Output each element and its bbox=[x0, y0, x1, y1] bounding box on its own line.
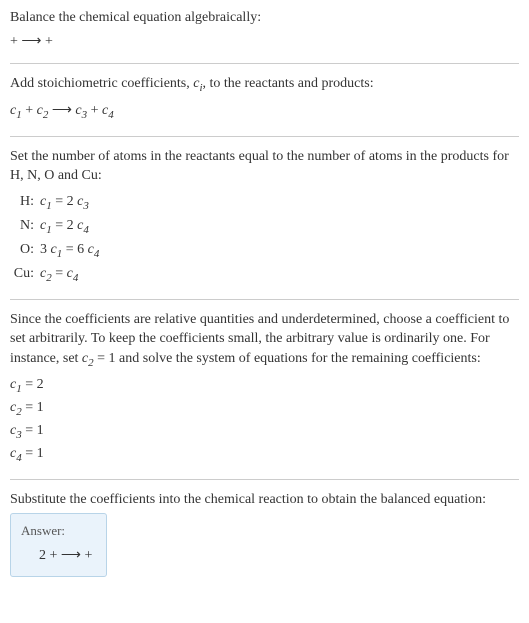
divider bbox=[10, 299, 519, 300]
header-equation: + ⟶ + bbox=[10, 32, 519, 52]
atom-equation: c2 = c4 bbox=[40, 264, 78, 286]
coeff-sub: 4 bbox=[83, 224, 89, 236]
coeff-line: c2 = 1 bbox=[10, 398, 519, 420]
eq-text: = bbox=[52, 266, 67, 281]
plus-text: + bbox=[25, 103, 36, 118]
coeff-sub: 3 bbox=[83, 200, 89, 212]
plus-text: + bbox=[91, 103, 102, 118]
atom-equation: c1 = 2 c4 bbox=[40, 216, 89, 238]
choose-text-mid: = 1 and solve the system of equations fo… bbox=[94, 351, 481, 366]
coeff-list: c1 = 2 c2 = 1 c3 = 1 c4 = 1 bbox=[10, 375, 519, 467]
coeff-val: = 2 bbox=[22, 377, 44, 392]
atom-label: O: bbox=[12, 240, 40, 260]
coeff-val: = 1 bbox=[22, 446, 44, 461]
divider bbox=[10, 479, 519, 480]
coeff-line: c3 = 1 bbox=[10, 421, 519, 443]
header-title: Balance the chemical equation algebraica… bbox=[10, 8, 519, 28]
eq-text: = 2 bbox=[52, 194, 77, 209]
atoms-section: Set the number of atoms in the reactants… bbox=[10, 147, 519, 287]
answer-box: Answer: 2 + ⟶ + bbox=[10, 513, 107, 577]
table-row: Cu: c2 = c4 bbox=[12, 264, 519, 286]
divider bbox=[10, 63, 519, 64]
atoms-table: H: c1 = 2 c3 N: c1 = 2 c4 O: 3 c1 = 6 c4… bbox=[12, 192, 519, 287]
stoich-equation: c1 + c2 ⟶ c3 + c4 bbox=[10, 100, 519, 123]
atom-label: Cu: bbox=[12, 264, 40, 284]
choose-text: Since the coefficients are relative quan… bbox=[10, 310, 519, 371]
divider bbox=[10, 136, 519, 137]
eq-text: = 6 bbox=[62, 242, 87, 257]
answer-label: Answer: bbox=[21, 522, 92, 540]
coeff-sub: 3 bbox=[82, 109, 88, 121]
substitute-text: Substitute the coefficients into the che… bbox=[10, 490, 519, 510]
stoich-text-before: Add stoichiometric coefficients, bbox=[10, 76, 193, 91]
choose-section: Since the coefficients are relative quan… bbox=[10, 310, 519, 467]
table-row: O: 3 c1 = 6 c4 bbox=[12, 240, 519, 262]
coeff-sub: 4 bbox=[94, 248, 100, 260]
coeff-sub: 2 bbox=[43, 109, 49, 121]
eq-text: = 2 bbox=[52, 218, 77, 233]
atom-equation: c1 = 2 c3 bbox=[40, 192, 89, 214]
coeff-line: c4 = 1 bbox=[10, 444, 519, 466]
pre-text: 3 bbox=[40, 242, 51, 257]
atom-label: N: bbox=[12, 216, 40, 236]
table-row: N: c1 = 2 c4 bbox=[12, 216, 519, 238]
stoich-text: Add stoichiometric coefficients, ci, to … bbox=[10, 74, 519, 96]
coeff-val: = 1 bbox=[22, 423, 44, 438]
table-row: H: c1 = 2 c3 bbox=[12, 192, 519, 214]
atoms-intro: Set the number of atoms in the reactants… bbox=[10, 147, 519, 186]
atom-equation: 3 c1 = 6 c4 bbox=[40, 240, 99, 262]
stoich-section: Add stoichiometric coefficients, ci, to … bbox=[10, 74, 519, 123]
substitute-section: Substitute the coefficients into the che… bbox=[10, 490, 519, 577]
arrow-icon: ⟶ bbox=[52, 100, 72, 120]
answer-equation: 2 + ⟶ + bbox=[21, 546, 92, 566]
stoich-text-after: , to the reactants and products: bbox=[203, 76, 374, 91]
coeff-line: c1 = 2 bbox=[10, 375, 519, 397]
coeff-val: = 1 bbox=[22, 400, 44, 415]
coeff-sub: 1 bbox=[16, 109, 22, 121]
coeff-sub: 4 bbox=[73, 272, 79, 284]
header-section: Balance the chemical equation algebraica… bbox=[10, 8, 519, 51]
atom-label: H: bbox=[12, 192, 40, 212]
coeff-sub: 4 bbox=[108, 109, 114, 121]
